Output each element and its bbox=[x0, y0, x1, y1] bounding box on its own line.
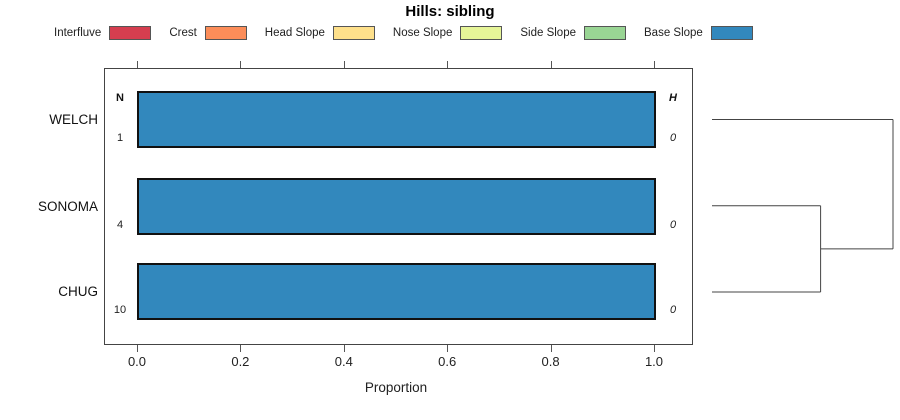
x-tick-label: 0.4 bbox=[334, 354, 353, 369]
legend-label: Side Slope bbox=[520, 27, 576, 39]
n-column-header: N bbox=[116, 92, 124, 104]
x-tick-top bbox=[137, 61, 138, 68]
legend-item-1: Crest bbox=[169, 26, 247, 40]
legend-item-2: Head Slope bbox=[265, 26, 375, 40]
y-axis-label: WELCH bbox=[49, 111, 98, 127]
legend-item-4: Side Slope bbox=[520, 26, 626, 40]
x-tick-bottom bbox=[137, 345, 138, 352]
x-tick-top bbox=[447, 61, 449, 68]
y-axis-label: SONOMA bbox=[37, 198, 98, 214]
h-value: 0 bbox=[669, 304, 677, 316]
x-tick-label: 0.8 bbox=[541, 354, 560, 369]
legend-label: Nose Slope bbox=[392, 27, 453, 39]
h-column-header: H bbox=[669, 92, 677, 104]
x-tick-bottom bbox=[343, 345, 345, 352]
x-tick-label: 1.0 bbox=[644, 354, 664, 369]
n-value: 1 bbox=[116, 132, 124, 144]
legend-label: Base Slope bbox=[644, 27, 703, 39]
h-value: 0 bbox=[669, 132, 677, 144]
x-tick-top bbox=[343, 61, 345, 68]
x-tick-top bbox=[550, 61, 552, 68]
legend-swatch-icon bbox=[710, 26, 753, 40]
legend-label: Head Slope bbox=[264, 27, 325, 39]
chart-title: Hills: sibling bbox=[405, 3, 495, 20]
x-tick-label: 0.6 bbox=[438, 354, 457, 369]
x-tick-top bbox=[654, 61, 655, 68]
x-tick-bottom bbox=[447, 345, 449, 352]
legend-swatch-icon bbox=[332, 26, 375, 40]
legend-item-5: Base Slope bbox=[644, 26, 753, 40]
legend-swatch-icon bbox=[584, 26, 626, 40]
h-value: 0 bbox=[669, 219, 677, 231]
x-tick-label: 0.2 bbox=[231, 354, 250, 369]
x-tick-bottom bbox=[654, 345, 655, 352]
n-value: 4 bbox=[116, 219, 124, 231]
x-tick-bottom bbox=[240, 345, 242, 352]
legend-swatch-icon bbox=[109, 26, 152, 40]
x-tick-bottom bbox=[550, 345, 552, 352]
bar-segment bbox=[137, 263, 656, 320]
y-axis-label: CHUG bbox=[58, 283, 98, 299]
legend-swatch-icon bbox=[460, 26, 503, 40]
x-tick-label: 0.0 bbox=[127, 354, 147, 369]
legend-item-0: Interfluve bbox=[54, 26, 152, 40]
n-value: 10 bbox=[113, 304, 127, 316]
legend: Interfluve Crest Head Slope Nose Slope Side … bbox=[54, 26, 753, 40]
legend-label: Crest bbox=[169, 27, 197, 39]
legend-item-3: Nose Slope bbox=[392, 26, 503, 40]
legend-label: Interfluve bbox=[54, 27, 102, 39]
bar-segment bbox=[137, 178, 656, 235]
legend-swatch-icon bbox=[204, 26, 247, 40]
bar-segment bbox=[137, 91, 656, 148]
x-axis-title: Proportion bbox=[364, 380, 428, 395]
x-tick-top bbox=[240, 61, 242, 68]
